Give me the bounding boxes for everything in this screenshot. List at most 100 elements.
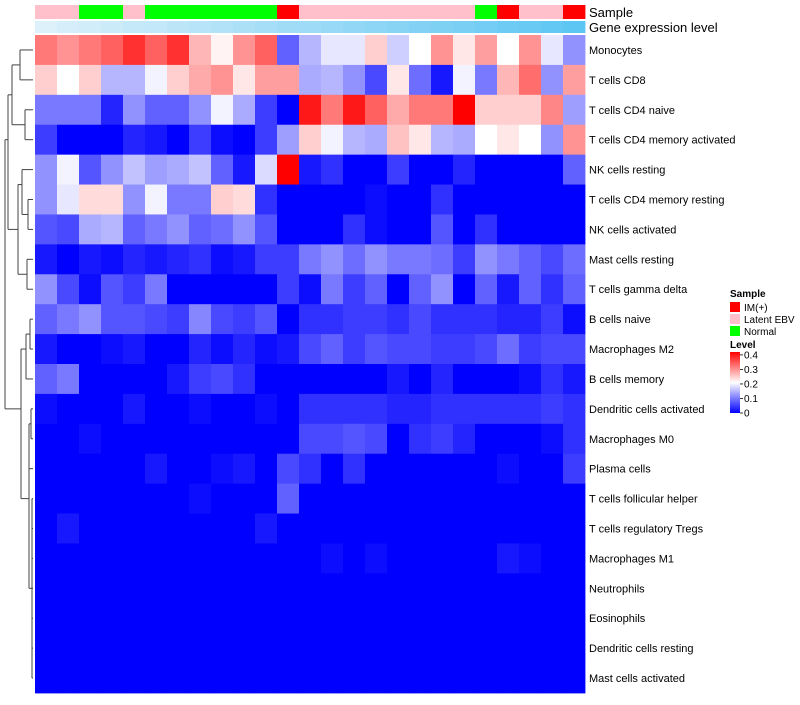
gene-expression-annotation-cell [365,21,388,33]
heatmap-cell [101,214,124,245]
gene-expression-annotation-cell [277,21,300,33]
heatmap-cell [145,573,168,604]
heatmap-cell [321,274,344,305]
heatmap-cell [365,64,388,96]
heatmap-cell [497,244,520,275]
sample-annotation-cell [167,5,190,19]
heatmap-cell [79,184,102,215]
heatmap-cell [299,334,322,365]
heatmap-cell [453,364,476,395]
heatmap-cell [409,663,432,694]
heatmap-cell [79,124,102,156]
heatmap-cell [145,633,168,664]
heatmap-cell [211,393,234,425]
gene-expression-annotation-cell [343,21,366,33]
heatmap-cell [277,393,300,425]
heatmap-cell [145,334,168,365]
sample-annotation-cell [123,5,146,19]
heatmap-cell [453,423,476,455]
heatmap-cell [299,453,322,485]
heatmap-cell [343,124,366,156]
heatmap-cell [35,94,58,126]
heatmap-cell [409,633,432,664]
heatmap-cell [497,423,520,455]
heatmap-cell [57,513,80,544]
heatmap-cell [57,94,80,126]
heatmap-cell [343,214,366,245]
heatmap-cell [277,64,300,96]
heatmap-cell [387,35,410,66]
level-legend-title: Level [730,340,756,351]
sample-track-label: Sample [589,5,633,20]
heatmap-cell [167,154,190,185]
heatmap-cell [57,304,80,335]
heatmap-cell [299,64,322,96]
heatmap-cell [277,603,300,634]
heatmap-cell [453,393,476,425]
row-label-dendritic-cells-activated: Dendritic cells activated [589,404,705,416]
heatmap-cell [321,633,344,664]
heatmap-cell [123,94,146,126]
heatmap-cell [409,603,432,634]
heatmap-cell [57,364,80,395]
heatmap-cell [299,603,322,634]
row-label-t-cells-cd4-memory-resting: T cells CD4 memory resting [589,195,725,207]
heatmap-cell [519,124,542,156]
heatmap-cell [431,244,454,275]
gene-expression-annotation-cell [167,21,190,33]
heatmap-cell [277,214,300,245]
heatmap-cell [475,304,498,335]
heatmap-cell [409,124,432,156]
heatmap-cell [145,214,168,245]
heatmap-cell [299,124,322,156]
heatmap-cell [519,483,542,514]
heatmap-cell [299,483,322,514]
heatmap-cell [101,334,124,365]
heatmap-cell [343,154,366,185]
heatmap-cell [563,603,586,634]
heatmap-cell [189,483,212,514]
heatmap-cell [387,603,410,634]
heatmap-cell [167,543,190,574]
heatmap-cell [453,274,476,305]
heatmap-cell [299,543,322,574]
heatmap-cell [497,663,520,694]
heatmap-cell [519,35,542,66]
heatmap-cell [79,483,102,514]
heatmap-cell [321,513,344,544]
row-label-neutrophils: Neutrophils [589,583,645,595]
heatmap-cell [431,274,454,305]
heatmap-cell [475,64,498,96]
heatmap-cell [35,364,58,395]
heatmap-cell [365,633,388,664]
heatmap-cell [123,393,146,425]
heatmap-cell [79,64,102,96]
heatmap-cell [145,244,168,275]
heatmap-cell [211,663,234,694]
heatmap-cell [563,483,586,514]
heatmap-cell [519,244,542,275]
heatmap-cell [123,184,146,215]
heatmap-cell [57,124,80,156]
heatmap-cell [321,573,344,604]
heatmap-cell [167,663,190,694]
heatmap-cell [299,663,322,694]
heatmap-cell [409,453,432,485]
heatmap-cell [519,423,542,455]
heatmap-cell [409,423,432,455]
heatmap-cell [79,94,102,126]
heatmap-cell [255,603,278,634]
heatmap-cell [365,573,388,604]
heatmap-cell [387,453,410,485]
heatmap-cell [79,453,102,485]
heatmap-cell [57,64,80,96]
heatmap-cell [255,184,278,215]
heatmap-cell [563,573,586,604]
heatmap-cell [365,513,388,544]
heatmap-cell [123,513,146,544]
heatmap-cell [189,35,212,66]
heatmap-cell [101,663,124,694]
heatmap-cell [233,663,256,694]
heatmap-cell [277,423,300,455]
